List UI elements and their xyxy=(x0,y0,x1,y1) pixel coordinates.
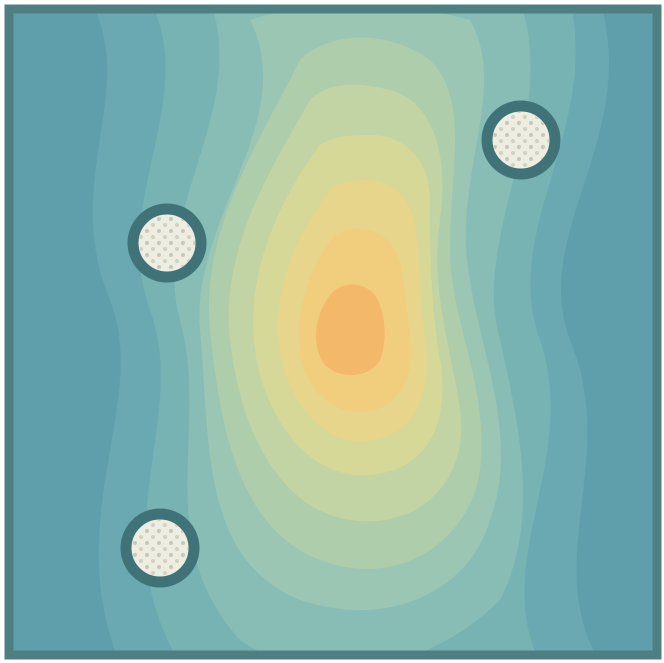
marker xyxy=(127,203,207,283)
frame xyxy=(4,4,662,660)
contour xyxy=(315,284,385,376)
marker xyxy=(120,508,200,588)
marker xyxy=(481,100,561,180)
